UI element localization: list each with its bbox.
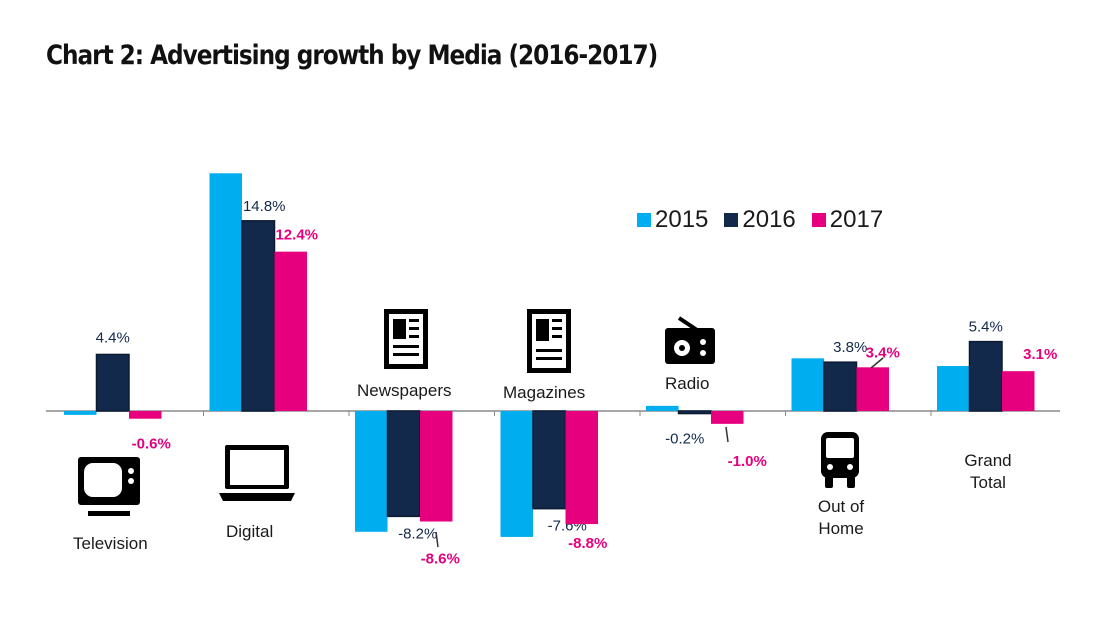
bar-2015-television xyxy=(64,411,97,415)
data-label: -8.2% xyxy=(398,525,437,542)
leader-line xyxy=(435,531,439,548)
bar-2017-television xyxy=(129,411,162,419)
bar-2017-grand-total xyxy=(1002,371,1035,411)
category-label-out-of-home-text: Out of Home xyxy=(817,497,865,538)
bus-icon xyxy=(821,432,859,488)
bar-2015-digital xyxy=(209,173,242,411)
bar-2016-magazines xyxy=(532,410,567,510)
bar-2017-radio xyxy=(711,411,744,424)
legend-item-2017: 2017 xyxy=(811,206,884,234)
data-label: 3.8% xyxy=(833,339,867,356)
category-label-magazines: Magazines xyxy=(503,383,586,402)
data-label: 3.4% xyxy=(866,344,900,361)
bar-2015-out-of-home xyxy=(791,358,824,411)
data-label: -0.6% xyxy=(132,436,171,453)
legend-item-2016: 2016 xyxy=(724,206,796,234)
tv-icon xyxy=(78,457,140,516)
bar-2016-radio xyxy=(677,410,712,415)
legend-swatch-2017 xyxy=(811,213,826,227)
bar-2016-newspapers xyxy=(386,410,421,518)
bar-2017-magazines xyxy=(565,411,598,525)
newspaper-icon xyxy=(384,309,428,369)
magazine-icon xyxy=(527,309,571,373)
category-label-out-of-home: Out of Home xyxy=(815,496,867,540)
data-label: -1.0% xyxy=(728,453,767,470)
legend-label-2017: 2017 xyxy=(829,206,884,233)
legend-label-2015: 2015 xyxy=(655,206,709,233)
bar-2016-grand-total xyxy=(968,340,1003,412)
bar-2017-out-of-home xyxy=(856,367,889,411)
laptop-icon xyxy=(219,445,295,501)
legend-swatch-2015 xyxy=(637,213,651,227)
data-label: 12.4% xyxy=(275,227,318,244)
bar-2015-radio xyxy=(646,405,679,411)
bar-2015-magazines xyxy=(500,411,533,537)
legend-label-2016: 2016 xyxy=(742,206,796,233)
legend-swatch-2016 xyxy=(724,213,739,227)
category-label-grand-total: Grand Total xyxy=(958,450,1018,494)
bar-2016-out-of-home xyxy=(823,361,858,412)
bar-2016-digital xyxy=(241,220,276,412)
bar-2015-grand-total xyxy=(937,366,970,411)
data-label: -8.8% xyxy=(568,535,607,552)
category-label-digital: Digital xyxy=(226,522,274,541)
data-label: 4.4% xyxy=(96,329,130,346)
radio-icon xyxy=(665,316,715,364)
leader-line xyxy=(725,426,729,443)
data-label: -8.6% xyxy=(421,551,460,568)
chart-title: Chart 2: Advertising growth by Media (20… xyxy=(46,40,658,71)
category-label-grand-total-text: Grand Total xyxy=(964,451,1012,492)
category-label-television: Television xyxy=(73,534,148,553)
bar-2017-newspapers xyxy=(420,411,453,522)
data-label: 14.8% xyxy=(243,198,286,215)
legend: 2015 2016 2017 xyxy=(637,206,883,234)
category-label-radio: Radio xyxy=(665,374,710,393)
data-label: 3.1% xyxy=(1023,346,1057,363)
leader-line xyxy=(870,357,884,369)
bar-2015-newspapers xyxy=(355,411,388,532)
bar-2016-television xyxy=(95,353,130,412)
data-label: -0.2% xyxy=(665,431,704,448)
data-label: 5.4% xyxy=(969,319,1003,336)
legend-item-2015: 2015 xyxy=(637,206,708,234)
bar-2017-digital xyxy=(274,251,307,411)
category-label-newspapers: Newspapers xyxy=(357,381,452,400)
